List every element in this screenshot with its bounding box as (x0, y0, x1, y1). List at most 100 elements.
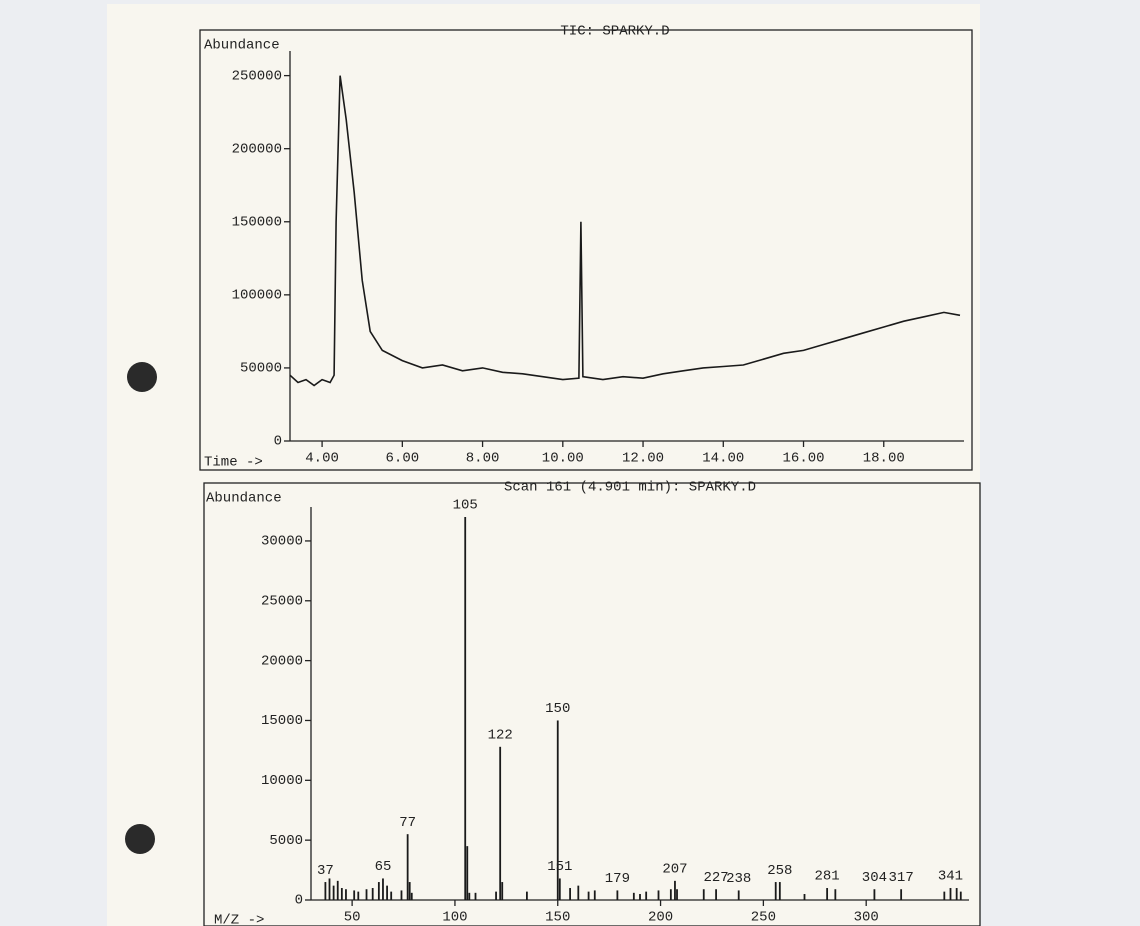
peak (556, 720, 559, 900)
peak-label: 65 (375, 859, 392, 875)
peak (955, 888, 958, 900)
peak (632, 892, 635, 900)
x-tick-label: 250 (751, 910, 776, 926)
x-tick-label: 12.00 (622, 451, 664, 467)
y-tick-label: 15000 (261, 713, 303, 729)
y-tick-label: 0 (295, 893, 303, 909)
peak (959, 891, 962, 900)
peak (495, 891, 497, 900)
peak (466, 846, 469, 900)
peak (377, 882, 380, 900)
peak (702, 889, 705, 900)
x-tick-label: 4.00 (305, 451, 339, 467)
peak (340, 888, 343, 900)
peak (390, 891, 393, 900)
punch-hole (125, 824, 155, 854)
peak-label: 304 (862, 870, 887, 886)
y-tick-label: 30000 (261, 534, 303, 550)
peak (382, 878, 384, 900)
peak (674, 880, 676, 900)
punch-hole (127, 362, 157, 392)
peak (657, 890, 660, 900)
x-tick-label: 200 (648, 910, 673, 926)
peak (474, 892, 477, 900)
peak (577, 885, 580, 900)
y-tick-label: 10000 (261, 773, 303, 789)
peak-label: 227 (703, 870, 728, 886)
frame (199, 29, 973, 471)
peak-label: 105 (453, 498, 478, 514)
peak (715, 889, 717, 900)
peak (826, 888, 829, 900)
peak-label: 341 (938, 869, 963, 885)
peak (371, 888, 374, 900)
x-tick-label: 14.00 (702, 451, 744, 467)
peak-label: 317 (889, 870, 914, 886)
peak (949, 888, 952, 900)
x-tick-label: 10.00 (542, 451, 584, 467)
peak (410, 892, 413, 900)
peak (336, 880, 339, 900)
peak (943, 891, 946, 900)
peak (499, 746, 502, 900)
peak-label: 207 (662, 862, 687, 878)
frame (203, 482, 981, 926)
peak (593, 890, 596, 900)
peak (558, 878, 561, 900)
peak (332, 885, 335, 900)
peak (737, 890, 740, 900)
paper (107, 4, 980, 926)
peak (386, 885, 388, 900)
peak-label: 281 (815, 869, 840, 885)
x-tick-label: 300 (854, 910, 879, 926)
y-tick-label: 150000 (232, 214, 282, 230)
peak (774, 882, 777, 900)
peak (324, 882, 327, 900)
peak (365, 889, 368, 900)
y-tick-label: 5000 (269, 833, 303, 849)
y-tick-label: 0 (274, 434, 282, 450)
peak-label: 122 (488, 728, 513, 744)
peak (464, 517, 467, 900)
y-tick-label: 20000 (261, 653, 303, 669)
peak (645, 891, 648, 900)
x-tick-label: 8.00 (466, 451, 500, 467)
x-tick-label: 150 (545, 910, 570, 926)
peak-label: 151 (547, 859, 572, 875)
peak (669, 889, 672, 900)
peak (587, 891, 590, 900)
y-axis-label: Abundance (206, 491, 282, 507)
peak-label: 77 (399, 815, 416, 831)
peak (345, 889, 347, 900)
peak (900, 889, 903, 900)
peak-label: 179 (605, 871, 630, 887)
x-tick-label: 16.00 (783, 451, 825, 467)
peak (803, 894, 806, 900)
peak (353, 890, 356, 900)
y-axis-label: Abundance (204, 38, 280, 54)
peak (526, 891, 528, 900)
y-tick-label: 100000 (232, 288, 282, 304)
peak (616, 890, 619, 900)
y-tick-label: 25000 (261, 593, 303, 609)
peak (406, 834, 409, 900)
x-tick-label: 6.00 (386, 451, 420, 467)
x-tick-label: 100 (442, 910, 467, 926)
peak (400, 890, 403, 900)
peak (501, 882, 504, 900)
peak (408, 882, 411, 900)
peak (468, 892, 471, 900)
y-tick-label: 200000 (232, 141, 282, 157)
y-tick-label: 250000 (232, 68, 282, 84)
x-tick-label: 50 (344, 910, 361, 926)
peak-label: 150 (545, 701, 570, 717)
peak (569, 888, 571, 900)
peak (328, 878, 331, 900)
peak (639, 894, 641, 900)
x-tick-label: 18.00 (863, 451, 905, 467)
x-axis-label: M/Z -> (214, 913, 264, 926)
peak (834, 889, 837, 900)
x-axis-label: Time -> (204, 455, 263, 471)
